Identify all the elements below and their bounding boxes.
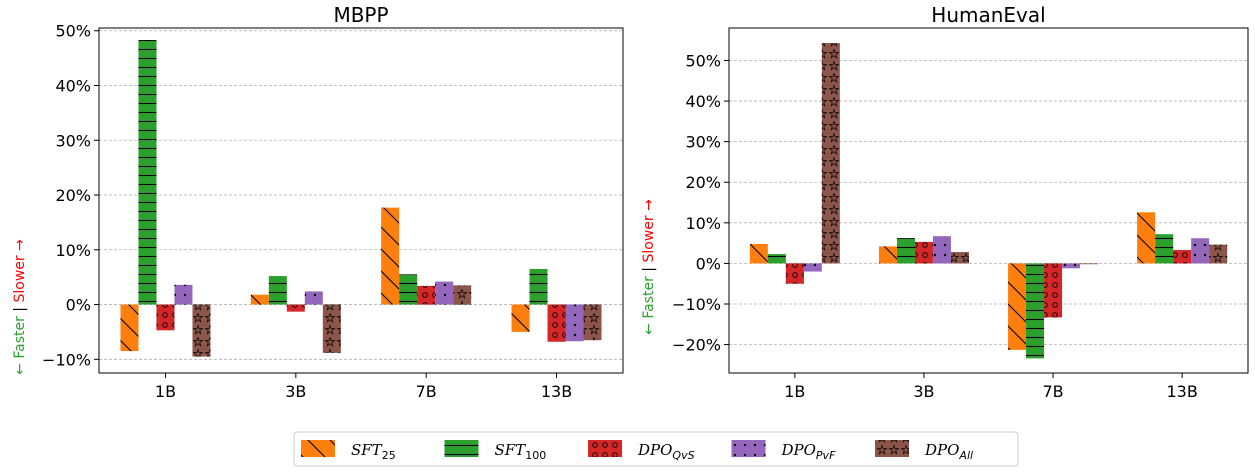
bar-hatch bbox=[803, 263, 822, 272]
x-tick-label: 13B bbox=[1166, 382, 1197, 401]
legend-swatch-hatch bbox=[875, 440, 909, 457]
y-tick-label: 20% bbox=[685, 173, 721, 192]
bar-hatch bbox=[322, 304, 341, 353]
bar-hatch bbox=[932, 236, 951, 264]
y-tick-label: 0% bbox=[696, 254, 721, 273]
bar-hatch bbox=[1080, 263, 1099, 265]
legend-swatch-hatch bbox=[444, 440, 479, 457]
bar-hatch bbox=[268, 276, 287, 305]
y-tick-label: 10% bbox=[685, 214, 721, 233]
legend-item-dpoall: DPOAll bbox=[875, 440, 973, 462]
bar-hatch bbox=[950, 252, 969, 264]
bar-hatch bbox=[138, 40, 157, 305]
bar-hatch bbox=[435, 281, 454, 305]
bar-hatch bbox=[1191, 238, 1210, 264]
bar-hatch bbox=[1044, 263, 1063, 318]
bar-hatch bbox=[1137, 212, 1156, 264]
y-tick-label: 40% bbox=[55, 77, 91, 96]
bar-hatch bbox=[878, 246, 897, 264]
bar-hatch bbox=[1155, 234, 1174, 264]
bar-hatch bbox=[511, 304, 530, 332]
legend-item-sft25: SFT25 bbox=[301, 440, 396, 462]
plot-frame bbox=[728, 27, 1249, 374]
bar-hatch bbox=[399, 274, 418, 305]
y-axis-label-mbpp: ← Faster | Slower → bbox=[12, 239, 28, 375]
legend: SFT25 SFT100 DPOQvS DPOPvF DPOAll bbox=[293, 431, 1019, 467]
y-tick-label: 40% bbox=[685, 92, 721, 111]
bar-hatch bbox=[529, 268, 548, 305]
bar-hatch bbox=[914, 241, 933, 264]
x-tick-label: 7B bbox=[416, 382, 437, 401]
humaneval-panel: −20% −10% 0% 10% 20% 30% 40% 50% 1B 3B 7B 13B HumanE… bbox=[672, 3, 1249, 401]
bar-hatch bbox=[1173, 250, 1192, 264]
legend-label: SFT25 bbox=[351, 441, 396, 462]
legend-swatch-hatch bbox=[588, 440, 622, 457]
bar-hatch bbox=[1209, 244, 1228, 264]
y-tick-label: 20% bbox=[55, 186, 91, 205]
x-tick-label: 13B bbox=[541, 382, 572, 401]
x-tick-label: 7B bbox=[1042, 382, 1063, 401]
bar-hatch bbox=[156, 304, 175, 331]
bar-hatch bbox=[286, 304, 305, 312]
y-tick-label: 50% bbox=[685, 51, 721, 70]
y-axis-label-humaneval: ← Faster | Slower → bbox=[641, 199, 657, 335]
bar-hatch bbox=[896, 238, 915, 264]
legend-label: DPOAll bbox=[924, 441, 973, 462]
bar-hatch bbox=[749, 243, 768, 264]
legend-item-dpopvf: DPOPvF bbox=[731, 440, 837, 462]
bar-hatch bbox=[120, 304, 139, 352]
chart-title: HumanEval bbox=[931, 3, 1045, 27]
bar-hatch bbox=[785, 263, 804, 284]
bar-hatch bbox=[304, 291, 323, 305]
y-tick-label: 10% bbox=[55, 241, 91, 260]
bar-hatch bbox=[1062, 263, 1081, 269]
legend-item-dpoqvs: DPOQvS bbox=[588, 440, 695, 462]
bar-hatch bbox=[821, 43, 840, 264]
bar-hatch bbox=[1008, 263, 1027, 350]
x-tick-label: 3B bbox=[285, 382, 306, 401]
legend-label: SFT100 bbox=[495, 441, 547, 462]
legend-swatch-hatch bbox=[301, 440, 335, 457]
y-tick-label: 0% bbox=[66, 296, 91, 315]
bar-hatch bbox=[192, 304, 211, 357]
y-tick-label: 30% bbox=[685, 133, 721, 152]
legend-item-sft100: SFT100 bbox=[444, 440, 547, 462]
bar-hatch bbox=[767, 254, 786, 264]
bar-hatch bbox=[583, 304, 602, 341]
mbpp-panel: −10% 0% 10% 20% 30% 40% 50% 1B 3B 7B 13B MBPP bbox=[42, 3, 624, 401]
y-tick-label: −20% bbox=[672, 336, 721, 355]
y-tick-label: −10% bbox=[672, 295, 721, 314]
chart-title: MBPP bbox=[333, 3, 388, 27]
y-tick-label: −10% bbox=[42, 350, 91, 369]
bar-hatch bbox=[453, 285, 472, 305]
bar-hatch bbox=[565, 304, 584, 342]
y-tick-label: 30% bbox=[55, 131, 91, 150]
plot-frame bbox=[98, 27, 624, 374]
x-tick-label: 3B bbox=[913, 382, 934, 401]
bar-hatch bbox=[250, 294, 269, 305]
y-tick-label: 50% bbox=[55, 22, 91, 41]
legend-label: DPOPvF bbox=[781, 441, 837, 462]
legend-label: DPOQvS bbox=[637, 441, 695, 462]
bar-hatch bbox=[381, 207, 400, 305]
legend-swatch-hatch bbox=[731, 440, 766, 457]
bar-hatch bbox=[174, 284, 193, 305]
bar-hatch bbox=[417, 285, 436, 305]
bar-hatch bbox=[547, 304, 566, 342]
bar-hatch bbox=[1026, 263, 1045, 359]
x-tick-label: 1B bbox=[155, 382, 176, 401]
x-tick-label: 1B bbox=[784, 382, 805, 401]
